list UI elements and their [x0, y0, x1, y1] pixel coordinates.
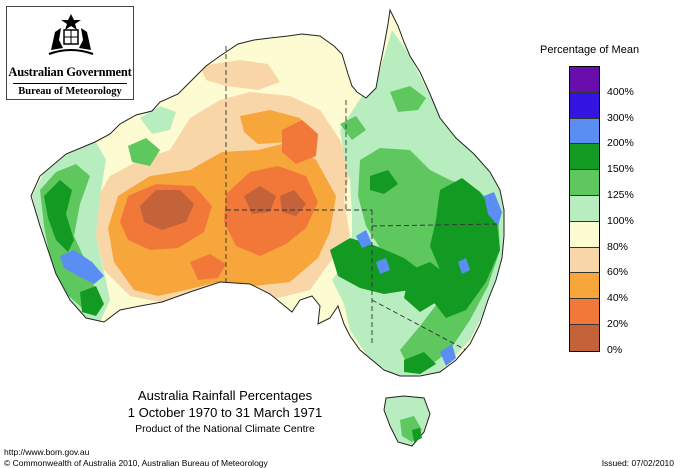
- legend-label: 150%: [607, 163, 634, 176]
- region-150pct: [340, 116, 366, 140]
- legend-label: 125%: [607, 189, 634, 201]
- region-40pct: [190, 254, 226, 280]
- legend-swatch: [570, 170, 599, 196]
- region-200pct: [430, 178, 500, 318]
- legend-label: 60%: [607, 266, 629, 279]
- legend-label: 20%: [607, 318, 629, 330]
- legend-color-scale: [569, 66, 600, 352]
- footer-url: http://www.bom.gov.au: [4, 447, 90, 457]
- region-300pct: [484, 192, 502, 226]
- footer-copyright: © Commonwealth of Australia 2010, Austra…: [4, 458, 268, 468]
- region-20pct: [280, 190, 306, 216]
- region-300pct: [458, 258, 470, 274]
- map-product: Product of the National Climate Centre: [135, 423, 315, 435]
- region-200pct: [80, 286, 104, 316]
- region-200pct: [330, 238, 420, 294]
- bureau-name: Bureau of Meteorology: [18, 86, 122, 97]
- legend-label: 400%: [607, 85, 634, 98]
- legend-swatch: [570, 118, 599, 145]
- legend-swatch: [570, 144, 599, 171]
- map-period: 1 October 1970 to 31 March 1971: [127, 405, 323, 420]
- legend-swatch: [570, 92, 599, 119]
- legend-swatch: [570, 324, 599, 351]
- region-20pct: [244, 186, 276, 214]
- legend-label: 80%: [607, 240, 629, 253]
- legend-swatch: [570, 221, 599, 248]
- map-title-block: Australia Rainfall Percentages 1 October…: [110, 388, 340, 436]
- legend-label: 200%: [607, 137, 634, 150]
- legend-label: 0%: [607, 343, 623, 356]
- government-name: Australian Government: [8, 65, 132, 79]
- region-20pct: [140, 190, 194, 230]
- legend-swatch: [570, 247, 599, 274]
- region-125pct: [140, 106, 176, 134]
- legend-swatch: [570, 67, 599, 93]
- region-200pct: [370, 170, 398, 194]
- legend-label: 40%: [607, 292, 629, 305]
- coastline: [30, 8, 505, 377]
- region-300pct: [60, 250, 104, 284]
- region-150pct: [128, 138, 160, 166]
- region-300pct: [356, 230, 372, 248]
- legend-swatch: [570, 299, 599, 325]
- coat-of-arms-icon: [48, 14, 94, 55]
- border-nsw-vic: [371, 299, 467, 351]
- region-200pct: [404, 352, 436, 374]
- legend-swatch: [570, 273, 599, 300]
- legend-swatch: [570, 195, 599, 222]
- region-200pct: [44, 180, 74, 252]
- border-qld-nsw: [371, 223, 499, 227]
- legend-title: Percentage of Mean: [540, 44, 640, 56]
- region-80pct: [200, 60, 280, 90]
- region-150pct: [390, 86, 426, 112]
- legend-label: 100%: [607, 214, 634, 227]
- map-title: Australia Rainfall Percentages: [137, 388, 313, 403]
- region-40pct: [282, 120, 318, 164]
- footer-issued: Issued: 07/02/2010: [601, 458, 674, 468]
- region-200pct: [404, 262, 446, 312]
- legend-label: 300%: [607, 111, 634, 124]
- region-200pct: [412, 428, 422, 442]
- region-300pct: [440, 344, 456, 366]
- government-logo: Australian Government Bureau of Meteorol…: [6, 6, 134, 100]
- region-300pct: [376, 258, 390, 274]
- state-borders: [225, 46, 499, 351]
- region-40pct: [224, 166, 318, 256]
- logo-divider: [13, 83, 127, 84]
